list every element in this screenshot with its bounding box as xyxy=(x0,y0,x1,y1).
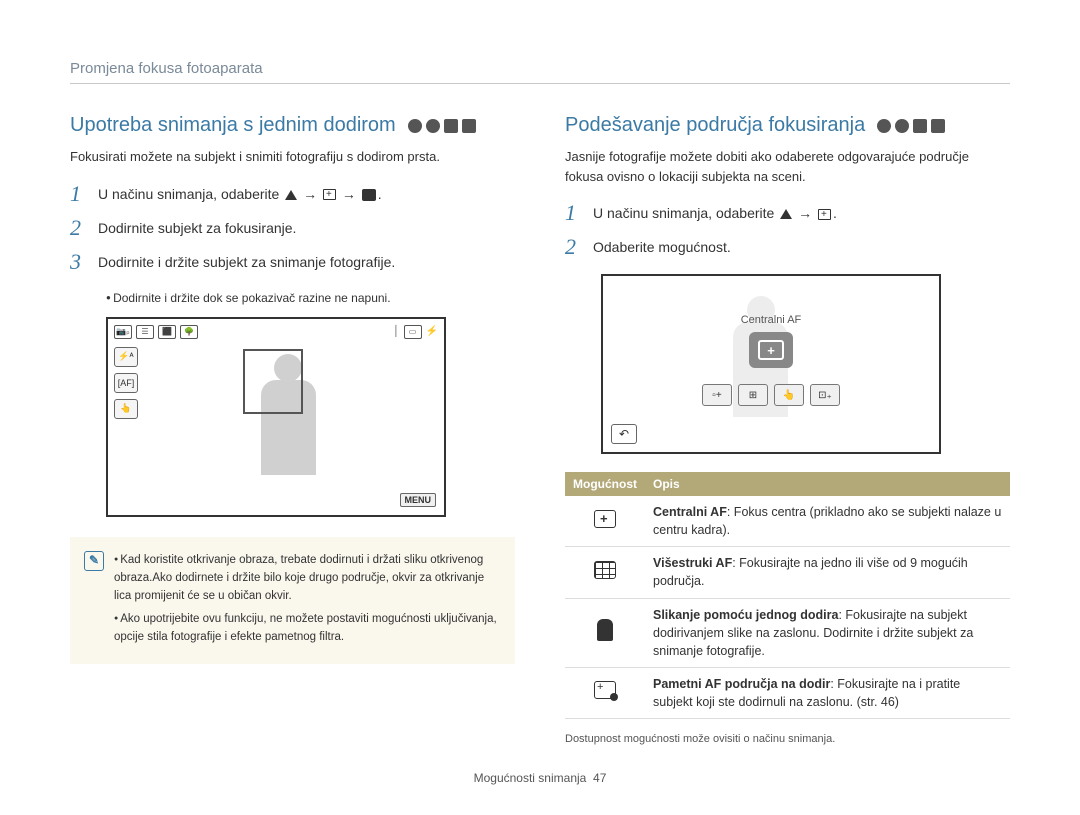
left-column: Upotreba snimanja s jednim dodirom Fokus… xyxy=(70,114,515,745)
af-option-multi[interactable]: ⊞ xyxy=(738,384,768,406)
back-button[interactable]: ↶ xyxy=(611,424,637,444)
row-label: Višestruki AF xyxy=(653,556,732,570)
right-column: Podešavanje područja fokusiranja Jasnije… xyxy=(565,114,1010,745)
mode-icons-right xyxy=(877,119,945,133)
mode-icon xyxy=(931,119,945,133)
mode-icon xyxy=(444,119,458,133)
af-mode-label: Centralni AF xyxy=(741,314,802,326)
af-option-touch[interactable]: 👆 xyxy=(774,384,804,406)
step-2-right: 2 Odaberite mogućnost. xyxy=(565,234,1010,260)
options-table: Mogućnost Opis Centralni AF: Fokus centr… xyxy=(565,472,1010,719)
lcd-top-left-icons: 📷ₚ ☰ ⬛ 🌳 xyxy=(114,325,198,339)
lcd-touch-btn[interactable]: 👆 xyxy=(114,399,138,419)
page-number: 47 xyxy=(593,771,606,785)
step3-subnote: Dodirnite i držite dok se pokazivač razi… xyxy=(106,289,515,307)
camera-lcd-preview: 📷ₚ ☰ ⬛ 🌳 │ ▭ ⚡ ⚡ᴬ [AF] 👆 xyxy=(106,317,446,517)
mode-icon xyxy=(895,119,909,133)
note-item: Kad koristite otkrivanje obraza, trebate… xyxy=(114,551,501,606)
step1-prefix: U načinu snimanja, odaberite xyxy=(98,186,283,202)
right-section-title: Podešavanje područja fokusiranja xyxy=(565,114,1010,137)
lcd-icon: 🌳 xyxy=(180,325,198,339)
mode-icon xyxy=(462,119,476,133)
lcd-sidebar: ⚡ᴬ [AF] 👆 xyxy=(114,347,138,419)
table-row: Centralni AF: Fokus centra (prikladno ak… xyxy=(565,496,1010,547)
table-row: Višestruki AF: Fokusirajte na jedno ili … xyxy=(565,547,1010,598)
camera-lcd-preview-2: Centralni AF + ▫+ ⊞ 👆 ⊡₊ ↶ xyxy=(601,274,941,454)
step-number-3: 3 xyxy=(70,249,98,275)
note-box: ✎ Kad koristite otkrivanje obraza, treba… xyxy=(70,537,515,665)
af-option-smart[interactable]: ⊡₊ xyxy=(810,384,840,406)
step-2: 2 Dodirnite subjekt za fokusiranje. xyxy=(70,215,515,241)
mode-icons-left xyxy=(408,119,476,133)
r-step1-suffix: . xyxy=(833,205,837,221)
row-label: Centralni AF xyxy=(653,505,727,519)
table-row: Pametni AF područja na dodir: Fokusirajt… xyxy=(565,667,1010,718)
table-header-option: Mogućnost xyxy=(565,472,645,496)
row-label: Slikanje pomoću jednog dodira xyxy=(653,608,838,622)
step2-text: Dodirnite subjekt za fokusiranje. xyxy=(98,215,296,239)
step3-text: Dodirnite i držite subjekt za snimanje f… xyxy=(98,249,395,273)
focus-plus-icon xyxy=(818,209,831,220)
center-af-icon xyxy=(594,510,616,528)
lcd-icon: ⬛ xyxy=(158,325,176,339)
step-3: 3 Dodirnite i držite subjekt za snimanje… xyxy=(70,249,515,275)
touch-shot-icon xyxy=(597,619,613,641)
mode-icon xyxy=(426,119,440,133)
page-footer: Mogućnosti snimanja 47 xyxy=(0,771,1080,785)
lcd-top-right-icons: │ ▭ ⚡ xyxy=(393,325,438,339)
lcd-flash-btn[interactable]: ⚡ᴬ xyxy=(114,347,138,367)
af-option-center[interactable]: ▫+ xyxy=(702,384,732,406)
touch-hand-icon xyxy=(362,189,376,201)
focus-plus-icon xyxy=(323,189,336,200)
mode-icon xyxy=(877,119,891,133)
left-section-title: Upotreba snimanja s jednim dodirom xyxy=(70,114,515,137)
lcd-battery-icon: │ xyxy=(393,326,399,337)
left-title-text: Upotreba snimanja s jednim dodirom xyxy=(70,114,396,137)
up-triangle-icon xyxy=(780,209,792,219)
right-intro: Jasnije fotografije možete dobiti ako od… xyxy=(565,147,1010,186)
table-header-desc: Opis xyxy=(645,472,1010,496)
mode-icon xyxy=(408,119,422,133)
r-step2-text: Odaberite mogućnost. xyxy=(593,234,731,258)
lcd-card-icon: ▭ xyxy=(404,325,422,339)
lcd-icon: ☰ xyxy=(136,325,154,339)
note-item: Ako upotrijebite ovu funkciju, ne možete… xyxy=(114,610,501,647)
mode-icon xyxy=(913,119,927,133)
right-title-text: Podešavanje područja fokusiranja xyxy=(565,114,865,137)
lcd-af-btn[interactable]: [AF] xyxy=(114,373,138,393)
footnote: Dostupnost mogućnosti može ovisiti o nač… xyxy=(565,733,1010,745)
multi-af-icon xyxy=(594,561,616,579)
table-row: Slikanje pomoću jednog dodira: Fokusiraj… xyxy=(565,598,1010,667)
center-af-symbol: + xyxy=(758,340,784,360)
step-1-right: 1 U načinu snimanja, odaberite → . xyxy=(565,200,1010,226)
step-number-1: 1 xyxy=(565,200,593,226)
step-number-2: 2 xyxy=(565,234,593,260)
smart-touch-af-icon xyxy=(594,681,616,699)
lcd-flash-icon: ⚡ xyxy=(426,326,438,337)
focus-frame xyxy=(243,349,303,414)
row-label: Pametni AF područja na dodir xyxy=(653,677,830,691)
left-intro: Fokusirati možete na subjekt i snimiti f… xyxy=(70,147,515,167)
note-icon: ✎ xyxy=(84,551,104,571)
step1-suffix: . xyxy=(378,186,382,202)
page-header: Promjena fokusa fotoaparata xyxy=(70,60,1010,84)
step-1: 1 U načinu snimanja, odaberite → → . xyxy=(70,181,515,207)
step-number-2: 2 xyxy=(70,215,98,241)
footer-text: Mogućnosti snimanja xyxy=(474,771,587,785)
center-af-button[interactable]: + xyxy=(749,332,793,368)
af-mode-row: ▫+ ⊞ 👆 ⊡₊ xyxy=(702,384,840,406)
lcd-menu-btn[interactable]: MENU xyxy=(400,493,437,507)
up-triangle-icon xyxy=(285,190,297,200)
step-number-1: 1 xyxy=(70,181,98,207)
r-step1-prefix: U načinu snimanja, odaberite xyxy=(593,205,778,221)
lcd-mode-icon: 📷ₚ xyxy=(114,325,132,339)
